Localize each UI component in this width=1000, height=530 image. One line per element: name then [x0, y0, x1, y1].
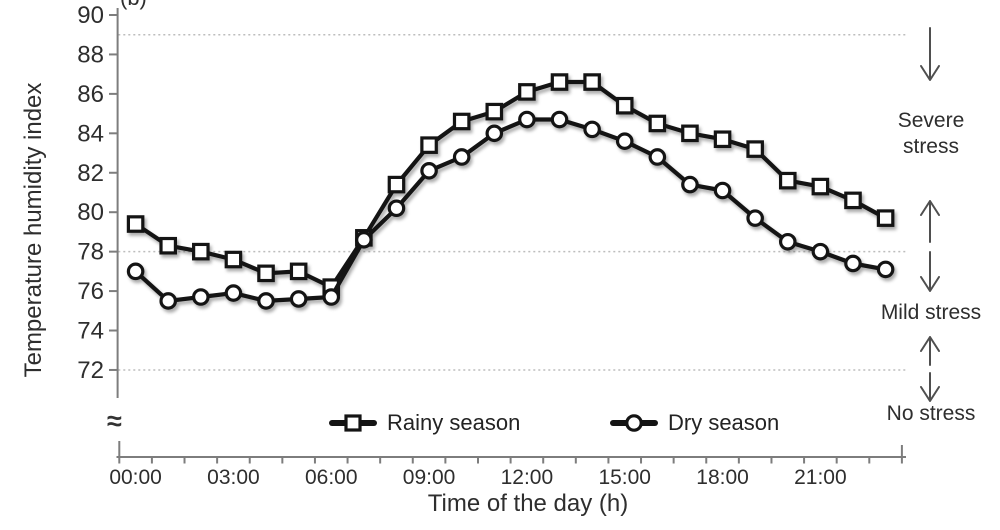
legend-label-rainy-season: Rainy season	[387, 410, 521, 435]
dry-season-point	[550, 110, 569, 129]
rainy-season-point	[648, 114, 667, 133]
dry-season-point	[811, 242, 830, 261]
x-tick-label: 00:00	[109, 466, 162, 489]
dry-season-point	[615, 132, 634, 151]
y-tick-label: 88	[77, 41, 104, 68]
rainy-season-line	[134, 79, 887, 290]
dry-season-point	[583, 120, 601, 139]
rainy-season-point	[192, 242, 210, 261]
x-tick-label: 12:00	[501, 466, 554, 489]
rainy-season-point	[387, 175, 406, 194]
no-stress-label: No stress	[886, 402, 976, 425]
dry-season-point	[746, 209, 764, 227]
x-tick-label: 03:00	[207, 466, 260, 489]
dry-season-point	[452, 148, 471, 166]
y-tick-label: 80	[77, 199, 104, 226]
dry-season-point	[713, 181, 732, 200]
rainy-season-point	[257, 264, 275, 283]
rainy-season-point	[681, 124, 699, 143]
severe-stress-label: Severe stress	[897, 109, 965, 158]
dry-season-point	[355, 231, 373, 249]
y-tick-label: 72	[77, 357, 104, 384]
up-down-arrow-icon	[920, 336, 940, 402]
x-tick-label: 21:00	[794, 466, 847, 489]
rainy-season-point	[550, 73, 569, 91]
y-tick-label: 82	[77, 160, 104, 187]
y-tick-label: 78	[77, 239, 104, 266]
up-down-arrow-icon	[920, 200, 940, 292]
rainy-season-point	[876, 209, 895, 227]
dry-season-point	[518, 110, 536, 129]
rainy-season-point	[452, 112, 471, 131]
rainy-season-point	[713, 130, 732, 149]
rainy-season-point	[844, 191, 862, 210]
dry-season-point	[159, 292, 178, 310]
dry-season-legend-marker-icon	[610, 414, 658, 432]
y-tick-label: 84	[77, 120, 104, 147]
series-group	[126, 73, 895, 310]
rainy-season-point	[615, 96, 634, 115]
dry-season-point	[485, 124, 504, 143]
rainy-season-point	[224, 250, 243, 269]
rainy-season-point	[746, 140, 764, 158]
y-axis-title: Temperature humidity index	[20, 82, 47, 378]
mild-stress-label: Mild stress	[880, 301, 982, 324]
legend-item-rainy-season: Rainy season	[328, 410, 521, 435]
dry-season-point	[681, 175, 699, 194]
dry-season-point	[387, 199, 406, 218]
dry-season-point	[322, 288, 341, 306]
down-arrow-icon	[920, 27, 940, 81]
legend-label-dry-season: Dry season	[668, 410, 780, 435]
dry-season-point	[126, 262, 145, 281]
dry-season-point	[876, 260, 895, 279]
rainy-season-point	[420, 136, 438, 154]
rainy-season-point	[778, 171, 797, 190]
y-tick-label: 86	[77, 81, 104, 108]
dry-season-point	[192, 288, 210, 306]
rainy-season-point	[583, 73, 601, 91]
dry-season-point	[648, 148, 667, 166]
x-tick-label: 06:00	[305, 466, 358, 489]
y-axis-break-symbol: ≈	[107, 406, 122, 436]
dry-season-point	[778, 232, 797, 251]
y-tick-label: 74	[77, 318, 104, 345]
dry-season-point	[289, 290, 308, 308]
rainy-season-point	[126, 215, 145, 233]
rainy-season-point	[811, 177, 830, 196]
dry-season-point	[420, 161, 438, 180]
panel-label: (b)	[120, 0, 147, 11]
rainy-season-point	[289, 262, 308, 281]
dry-season-point	[224, 284, 243, 302]
dry-season-line	[134, 117, 886, 303]
legend-item-dry-season: Dry season	[609, 410, 780, 435]
y-tick-label: 90	[77, 2, 104, 29]
rainy-season-point	[485, 102, 504, 121]
y-tick-label: 76	[77, 278, 104, 305]
x-axis-title: Time of the day (h)	[427, 490, 629, 517]
x-tick-label: 18:00	[696, 466, 749, 489]
rainy-season-point	[159, 236, 178, 255]
dry-season-point	[257, 292, 275, 310]
rainy-season-point	[518, 83, 536, 101]
rainy-season-legend-marker-icon	[329, 414, 377, 432]
dry-season-point	[844, 254, 862, 273]
x-tick-label: 09:00	[403, 466, 456, 489]
x-tick-label: 15:00	[598, 466, 651, 489]
